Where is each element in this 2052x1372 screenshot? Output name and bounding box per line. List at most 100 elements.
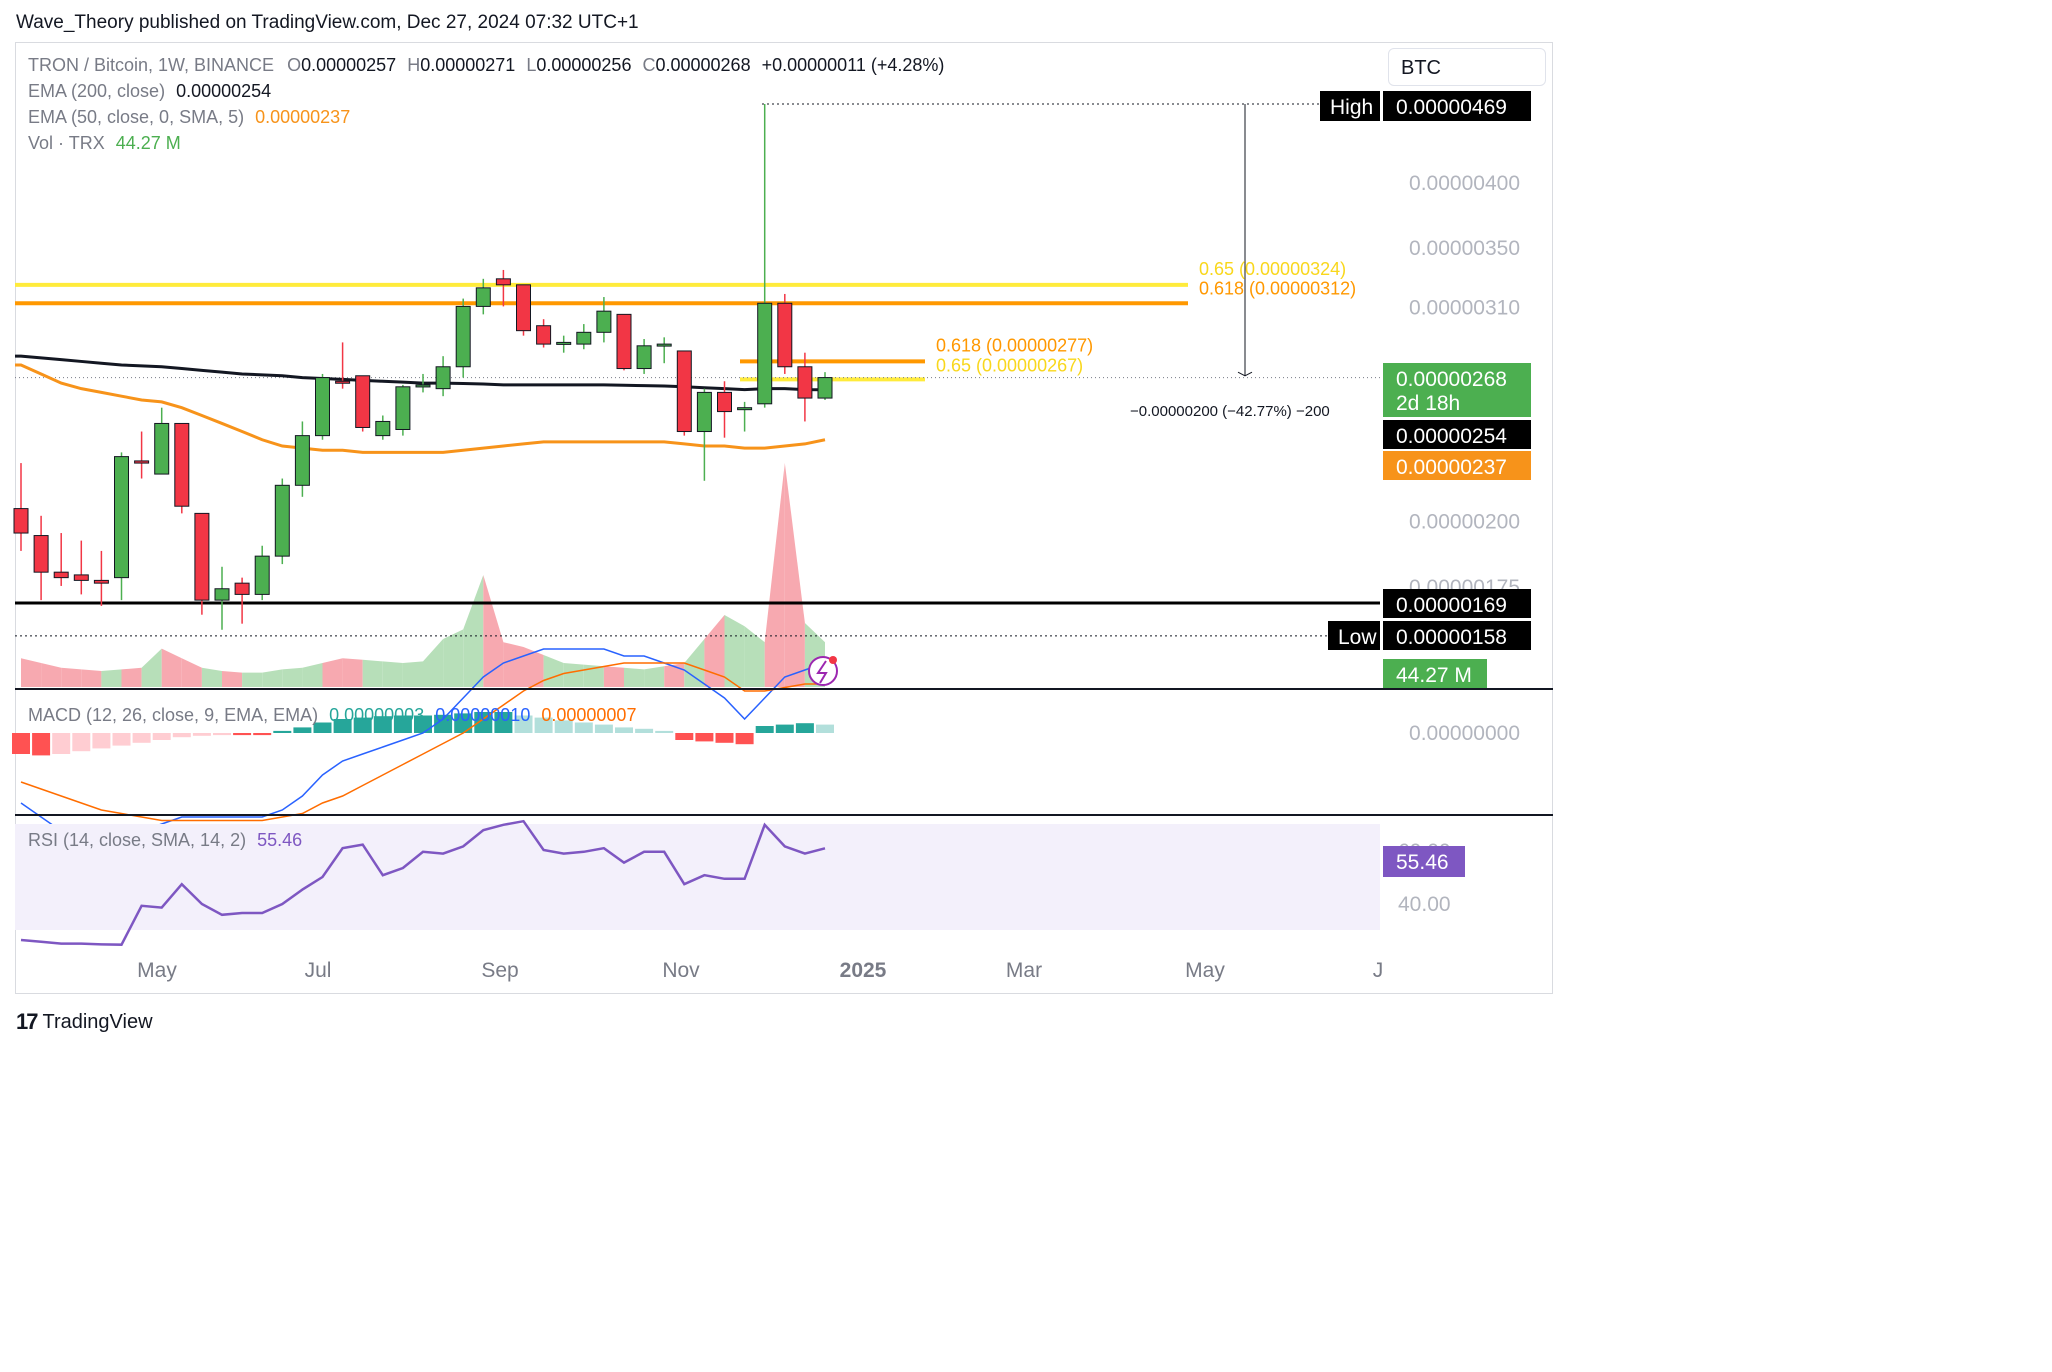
candle-body	[33, 535, 49, 573]
candle-body	[737, 407, 753, 411]
low-badge-label: Low	[1338, 626, 1377, 649]
legend-rsi-value: 55.46	[257, 830, 303, 850]
volume-area-segment	[684, 639, 705, 687]
volume-area-segment	[81, 669, 102, 687]
candle-body	[13, 508, 29, 534]
candle-body	[114, 456, 129, 579]
macd-histogram-bar	[72, 733, 91, 752]
price-axis-tick: 0.00000400	[1409, 172, 1520, 195]
candle-body	[375, 420, 391, 437]
volume-area-segment	[583, 664, 604, 687]
candle-body	[495, 278, 511, 286]
fib-label-upper-0618: 0.618 (0.00000312)	[1199, 278, 1356, 298]
alert-lightning-glyph-icon	[816, 660, 828, 684]
legend-l-value: 0.00000256	[536, 55, 632, 75]
rsi-axis-tick-40: 40.00	[1398, 893, 1451, 916]
macd-histogram-bar	[675, 733, 694, 740]
candle-body	[274, 484, 290, 557]
macd-histogram-bar	[474, 712, 493, 733]
time-axis-tick: Sep	[481, 959, 518, 982]
candle-body	[134, 460, 150, 464]
macd-histogram-bar	[434, 714, 453, 733]
macd-histogram-bar	[795, 723, 814, 733]
macd-histogram-bar	[514, 715, 533, 733]
time-axis-tick: 2025	[840, 959, 887, 982]
volume-area-segment	[302, 663, 323, 687]
macd-histogram-bar	[775, 724, 794, 733]
candle-body	[596, 310, 612, 333]
publish-caption: Wave_Theory published on TradingView.com…	[16, 12, 639, 33]
ema200-badge: 0.00000254	[1396, 425, 1507, 448]
volume-area-segment	[41, 663, 62, 687]
legend-ema50-label: EMA (50, close, 0, SMA, 5)	[28, 107, 245, 127]
volume-area-segment	[603, 666, 624, 687]
volume-area-segment	[161, 648, 182, 687]
legend-macd-line: 0.00000010	[435, 705, 531, 725]
volume-area-segment	[342, 658, 363, 687]
alert-dot-icon	[829, 656, 837, 664]
macd-histogram-bar	[393, 715, 412, 733]
volume-badge: 44.27 M	[1396, 664, 1472, 687]
volume-area-segment	[463, 575, 484, 687]
macd-histogram-bar	[233, 733, 252, 736]
candle-body	[355, 375, 371, 428]
volume-area-segment	[382, 661, 403, 687]
currency-selector-button[interactable]: BTC	[1388, 48, 1546, 86]
time-axis-tick: May	[1185, 959, 1225, 982]
candle-body	[254, 555, 270, 595]
candle-body	[797, 366, 813, 399]
candle-body	[53, 571, 69, 579]
tradingview-logo[interactable]: 17 TradingView	[16, 1009, 153, 1035]
high-badge: 0.00000469	[1396, 96, 1507, 119]
macd-histogram-bar	[755, 726, 774, 733]
rsi-line	[20, 819, 826, 946]
volume-area-segment	[61, 667, 82, 687]
time-axis-tick: May	[137, 959, 177, 982]
candle-body	[194, 512, 210, 601]
volume-area-segment	[282, 667, 303, 687]
price-axis-tick: 0.00000200	[1409, 511, 1520, 534]
legend-h-label: H	[407, 55, 421, 75]
volume-area-segment	[181, 658, 202, 687]
candle-body	[676, 350, 692, 433]
rsi-badge-bg	[1383, 846, 1465, 877]
countdown-badge: 2d 18h	[1396, 392, 1460, 415]
volume-area-segment	[121, 667, 142, 687]
macd-histogram-bar	[92, 733, 111, 749]
legend-ema200-value: 0.00000254	[176, 81, 272, 101]
macd-histogram-bar	[715, 733, 734, 743]
macd-histogram-bar	[554, 720, 573, 733]
macd-histogram-bar	[253, 733, 272, 736]
macd-histogram-bar	[695, 733, 714, 742]
volume-area-segment	[704, 615, 725, 687]
fib-label-lower-065: 0.65 (0.00000267)	[936, 355, 1083, 375]
legend-o-label: O	[287, 55, 302, 75]
time-axis-tick: Mar	[1006, 959, 1042, 982]
macd-histogram-bar	[192, 733, 211, 736]
rsi-badge: 55.46	[1396, 851, 1449, 874]
macd-histogram-bar	[293, 727, 312, 733]
candle-body	[757, 302, 773, 405]
high-badge-label: High	[1330, 96, 1373, 119]
volume-area-segment	[201, 667, 222, 687]
candle-body	[717, 391, 732, 413]
candle-body	[516, 284, 531, 332]
legend-ema50: EMA (50, close, 0, SMA, 5) 0.00000237	[28, 107, 350, 128]
volume-area-segment	[443, 629, 464, 687]
candle-body	[536, 325, 552, 345]
legend-o-value: 0.00000257	[301, 55, 397, 75]
high-badge-bg	[1383, 91, 1531, 121]
volume-area-segment	[362, 659, 383, 687]
candle-body	[395, 386, 411, 430]
candle-body	[616, 313, 632, 370]
volume-area-segment	[523, 647, 544, 687]
legend-volume: Vol · TRX 44.27 M	[28, 133, 181, 154]
macd-axis-tick: 0.00000000	[1409, 722, 1520, 745]
last-price-badge: 0.00000268	[1396, 368, 1507, 391]
macd-signal-line	[20, 662, 825, 822]
measure-label: −0.00000200 (−42.77%) −200	[1130, 403, 1330, 420]
candle-body	[315, 377, 330, 437]
candle-body	[234, 582, 250, 595]
legend-macd: MACD (12, 26, close, 9, EMA, EMA) 0.0000…	[28, 705, 636, 726]
